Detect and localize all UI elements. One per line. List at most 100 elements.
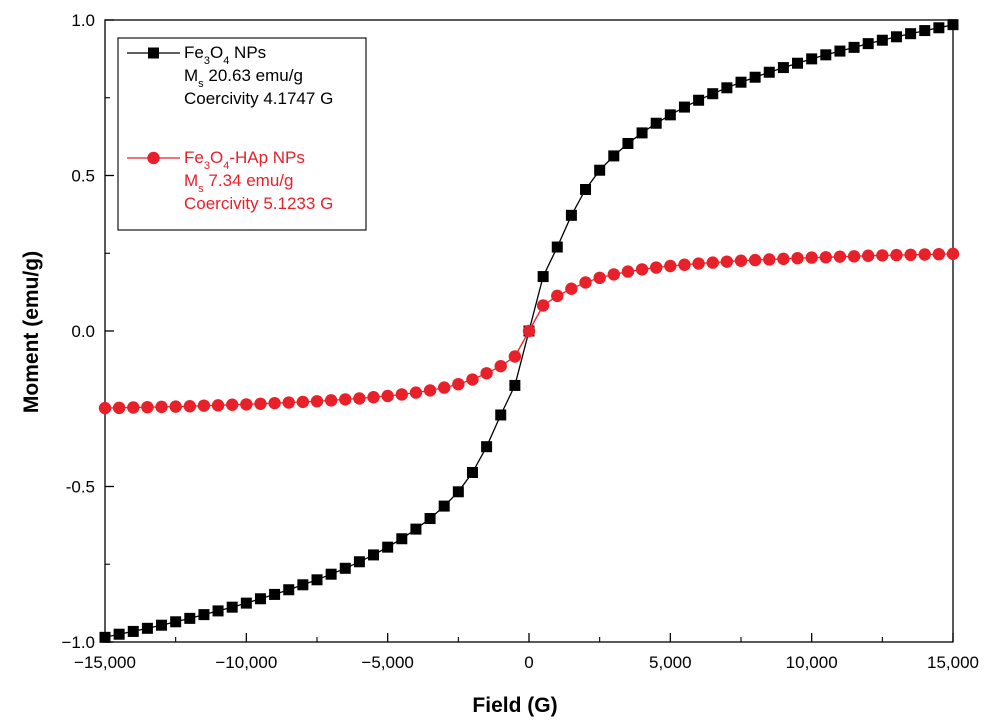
data-point [141,400,154,414]
data-point [805,251,818,264]
data-point [749,71,761,83]
data-point [353,556,365,568]
data-point [876,249,889,262]
axes: −15,000 −10,000 −5,000 0 5,000 10,000 15,000 −1… [61,11,979,672]
data-point [184,612,196,624]
data-point [424,513,436,525]
data-point [636,127,648,139]
data-point [452,377,465,391]
x-tick-label: −5,000 [361,653,413,672]
data-point [919,25,931,37]
data-point [409,386,423,399]
data-point [198,609,210,621]
data-point [368,549,380,561]
data-point [297,579,309,591]
legend-saturation: Ms 7.34 emu/g [184,171,293,195]
data-point [211,399,225,412]
data-point [946,247,960,261]
data-point [834,45,846,57]
legend-box [117,37,367,231]
legend-series-name: Fe3O4 NPs [184,43,266,67]
data-point [536,299,550,312]
data-point [791,252,804,265]
data-point [847,250,861,263]
data-point [282,396,295,409]
legend-saturation: Ms 20.63 emu/g [184,66,303,90]
data-point [862,38,874,50]
data-point [311,574,323,586]
data-point [197,399,211,412]
data-point [777,62,789,74]
data-point [890,248,903,262]
data-point [325,568,337,580]
data-point [509,379,521,391]
legend-series-name: Fe3O4-HAp NPs [184,148,305,172]
data-point [565,209,577,221]
data-point [777,252,790,266]
data-point [254,593,266,605]
data-point [480,367,493,380]
series-fe3o4_hap [98,247,960,415]
data-point [382,541,394,553]
legend-coercivity: Coercivity 5.1233 G [184,194,333,213]
series-fe3o4 [99,19,959,643]
data-point [904,248,917,262]
data-point [494,359,507,373]
data-point [792,57,804,69]
data-point [565,282,578,295]
data-point [720,255,734,268]
y-tick-label: 0.0 [71,322,95,341]
data-point [876,34,888,46]
data-point [240,597,252,609]
legend-marker [147,151,160,165]
data-point [438,381,451,394]
data-point [155,400,168,414]
data-point [664,259,677,273]
data-point [438,500,450,512]
data-point [537,271,549,283]
data-point [98,401,112,415]
data-point [353,392,366,405]
data-point [339,562,351,574]
data-point [622,137,634,149]
x-tick-label: 5,000 [649,653,692,672]
plot-area [98,19,960,643]
x-tick-label: 15,000 [927,653,979,672]
data-point [763,253,776,266]
data-point [748,253,762,267]
data-point [410,523,422,535]
x-tick-label: 0 [524,653,533,672]
data-point [706,256,719,269]
data-point [466,467,478,479]
data-point [508,350,522,363]
x-tick-label: 10,000 [786,653,838,672]
data-point [734,254,748,267]
data-point [254,397,267,410]
data-point [495,409,507,421]
data-point [551,241,563,253]
data-point [621,265,635,278]
data-point [579,276,592,289]
y-axis-title: Moment (emu/g) [20,251,43,413]
data-point [820,49,832,61]
data-point [678,258,691,271]
data-point [283,584,295,596]
y-tick-label: -0.5 [66,478,95,497]
data-point [890,31,902,43]
data-point [423,384,437,397]
data-point [156,619,168,631]
data-point [918,248,931,261]
y-tick-label: 1.0 [71,11,95,30]
data-point [112,401,126,415]
data-point [692,257,705,270]
data-point [395,388,408,401]
data-point [806,53,818,65]
data-point [381,389,394,403]
data-point [551,289,564,303]
data-point [721,82,733,94]
data-point [707,88,719,100]
x-tick-label: −10,000 [215,653,277,672]
